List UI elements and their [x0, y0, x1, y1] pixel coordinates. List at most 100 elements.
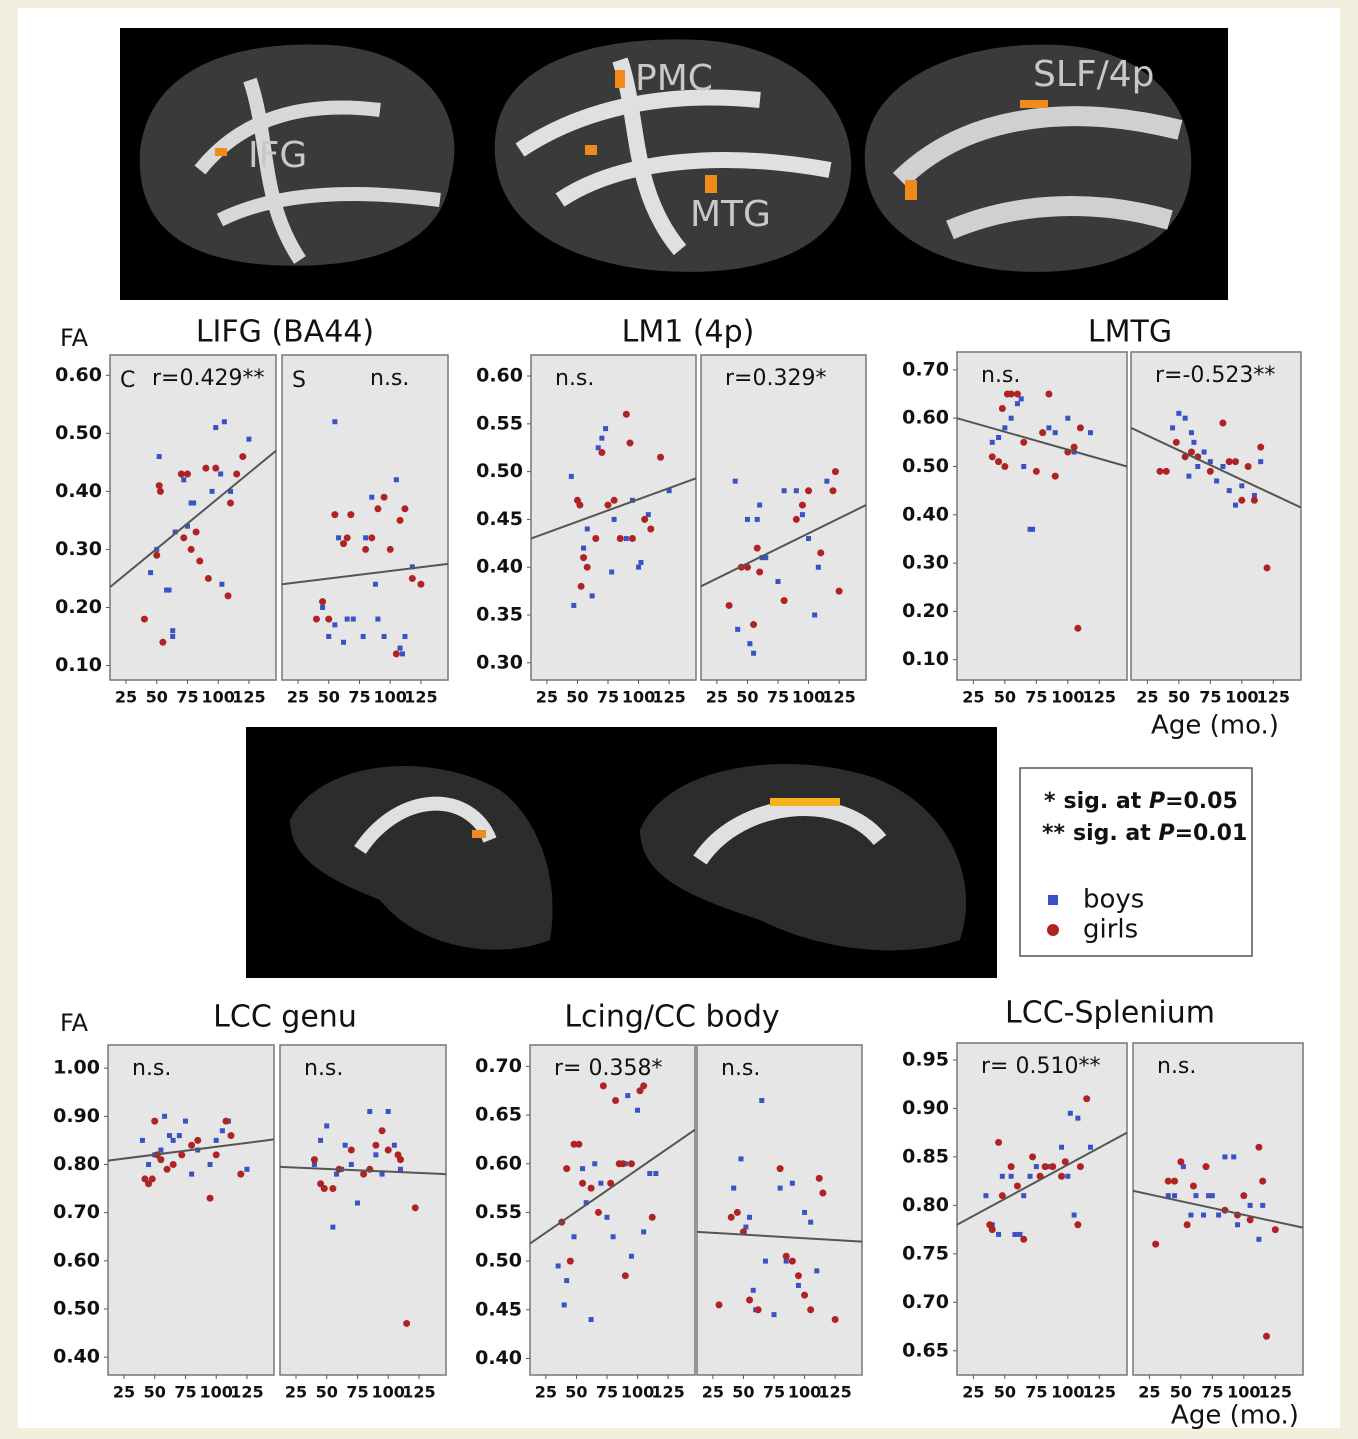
- boy-point: [747, 1215, 752, 1220]
- girl-point: [227, 1132, 234, 1139]
- girl-point: [149, 1175, 156, 1182]
- girl-point: [595, 1209, 602, 1216]
- girl-point: [726, 602, 733, 609]
- panel: [1131, 352, 1301, 680]
- boy-point: [332, 419, 337, 424]
- boy-point: [1000, 1174, 1005, 1179]
- panel-stat: n.s.: [721, 1056, 760, 1081]
- girl-point: [756, 568, 763, 575]
- girl-point: [1074, 625, 1081, 632]
- boy-point: [189, 1172, 194, 1177]
- boy-point: [639, 560, 644, 565]
- x-tick-label: 25: [287, 688, 309, 707]
- x-axis-label: Age (mo.): [1151, 711, 1279, 741]
- boy-point: [392, 1143, 397, 1148]
- x-tick-label: 75: [1025, 688, 1047, 707]
- boy-point: [1239, 483, 1244, 488]
- boy-point: [367, 1109, 372, 1114]
- boy-point: [1009, 1174, 1014, 1179]
- x-tick-label: 50: [316, 1383, 338, 1402]
- boy-point: [375, 617, 380, 622]
- girl-point: [622, 1272, 629, 1279]
- girl-point: [1165, 1178, 1172, 1185]
- x-tick-label: 50: [144, 1383, 166, 1402]
- boy-point: [351, 617, 356, 622]
- y-tick-label: 0.45: [476, 508, 523, 530]
- boy-point: [210, 489, 215, 494]
- panel-stat: r=-0.523**: [1155, 363, 1275, 388]
- boy-point: [373, 582, 378, 587]
- boy-point: [343, 1143, 348, 1148]
- girl-point: [1255, 1144, 1262, 1151]
- boy-point: [369, 495, 374, 500]
- boy-point: [330, 1225, 335, 1230]
- x-tick-label: 75: [597, 688, 619, 707]
- x-tick-label: 75: [596, 1383, 618, 1402]
- panel: [108, 1045, 274, 1375]
- boy-point: [571, 603, 576, 608]
- boy-point: [592, 1161, 597, 1166]
- boy-point: [1172, 1193, 1177, 1198]
- girl-point: [164, 1166, 171, 1173]
- girl-point: [1039, 429, 1046, 436]
- girl-point: [612, 1097, 619, 1104]
- boy-point: [996, 1232, 1001, 1237]
- boy-point: [605, 1215, 610, 1220]
- girl-point: [412, 1204, 419, 1211]
- girl-point: [836, 588, 843, 595]
- boy-point: [596, 445, 601, 450]
- x-tick-label: 75: [174, 1383, 196, 1402]
- boy-point: [373, 1152, 378, 1157]
- boy-point: [213, 425, 218, 430]
- boy-point: [402, 634, 407, 639]
- y-tick-label: 0.45: [475, 1298, 522, 1320]
- boy-point: [603, 426, 608, 431]
- x-tick-label: 75: [1201, 1383, 1223, 1402]
- y-tick-label: 0.40: [55, 480, 102, 502]
- x-tick-label: 125: [1083, 688, 1116, 707]
- y-tick-label: 0.70: [53, 1201, 100, 1223]
- boy-point: [653, 1171, 658, 1176]
- x-tick-label: 75: [176, 688, 198, 707]
- boy-point: [1195, 464, 1200, 469]
- girl-point: [223, 1118, 230, 1125]
- y-tick-label: 0.20: [55, 596, 102, 618]
- boy-point: [580, 1166, 585, 1171]
- y-tick-label: 0.50: [902, 455, 949, 477]
- boy-point: [572, 1234, 577, 1239]
- y-tick-label: 0.40: [476, 556, 523, 578]
- x-tick-label: 125: [652, 688, 685, 707]
- girl-point: [194, 1137, 201, 1144]
- girl-point: [1029, 1153, 1036, 1160]
- boy-point: [1176, 411, 1181, 416]
- y-tick-label: 0.60: [55, 364, 102, 386]
- girl-point: [372, 1142, 379, 1149]
- panel-stat: r= 0.358*: [554, 1056, 662, 1081]
- y-tick-label: 0.30: [902, 552, 949, 574]
- girl-point: [212, 465, 219, 472]
- girl-point: [989, 453, 996, 460]
- boy-point: [1021, 1193, 1026, 1198]
- boy-point: [1012, 1232, 1017, 1237]
- boy-point: [755, 517, 760, 522]
- girl-point: [393, 650, 400, 657]
- girl-point: [627, 439, 634, 446]
- girl-point: [1077, 424, 1084, 431]
- image-label: IFG: [248, 135, 307, 176]
- girl-point: [832, 1316, 839, 1323]
- girl-point: [755, 1306, 762, 1313]
- boy-point: [324, 1123, 329, 1128]
- boy-point: [170, 634, 175, 639]
- girl-point: [789, 1258, 796, 1265]
- y-axis-label: FA: [60, 324, 89, 352]
- legend-label: girls: [1083, 915, 1138, 945]
- chart-title: LMTG: [1088, 315, 1172, 350]
- boy-point: [167, 588, 172, 593]
- boy-point: [1248, 1203, 1253, 1208]
- girl-point: [1232, 458, 1239, 465]
- chart-title: LIFG (BA44): [196, 315, 374, 350]
- girl-point: [1074, 1221, 1081, 1228]
- girl-point: [579, 1180, 586, 1187]
- legend-note-part: *: [1044, 789, 1056, 814]
- x-tick-label: 50: [566, 688, 588, 707]
